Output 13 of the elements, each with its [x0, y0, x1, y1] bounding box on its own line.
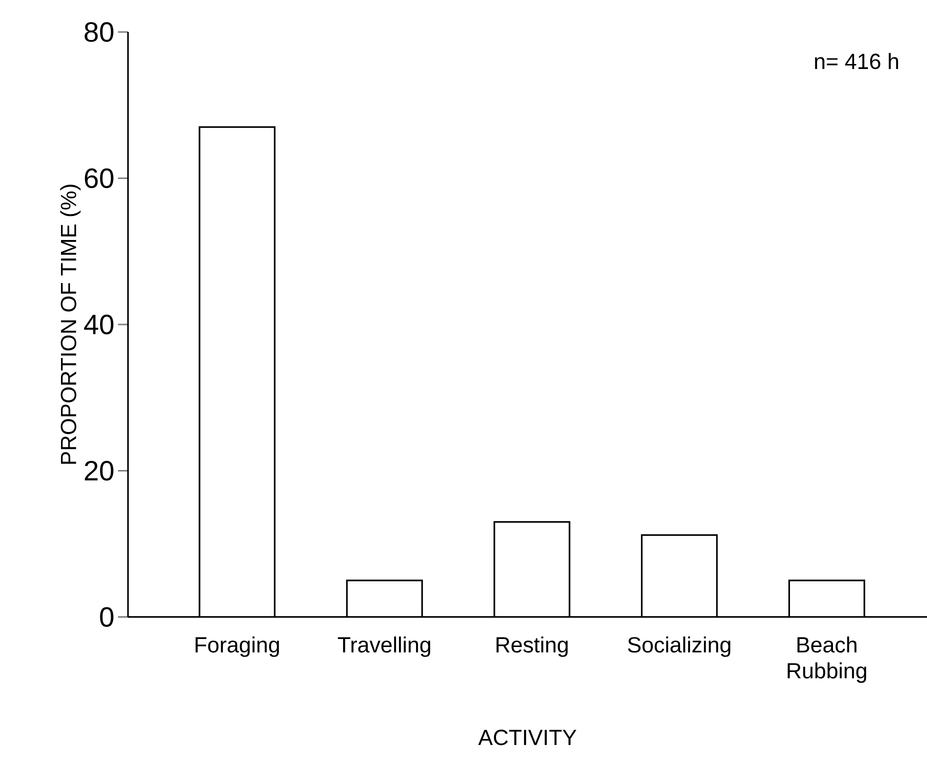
- x-tick-label: Foraging: [196, 636, 279, 657]
- x-tick-label: Resting: [496, 636, 568, 657]
- y-tick-label: 40: [84, 314, 114, 334]
- y-tick-label: 20: [84, 460, 114, 481]
- x-tick-label: Travelling: [338, 636, 430, 657]
- x-axis-title: ACTIVITY: [478, 730, 576, 746]
- x-tick-label: Socializing: [628, 636, 730, 657]
- y-tick-label: 0: [100, 607, 114, 627]
- y-axis-title: PROPORTION OF TIME (%): [60, 184, 81, 464]
- annotation: n= 416 h: [815, 53, 898, 70]
- x-tick-label: Beach Rubbing: [788, 636, 866, 683]
- y-tick-label: 60: [84, 168, 114, 188]
- y-tick-label: 80: [84, 22, 114, 42]
